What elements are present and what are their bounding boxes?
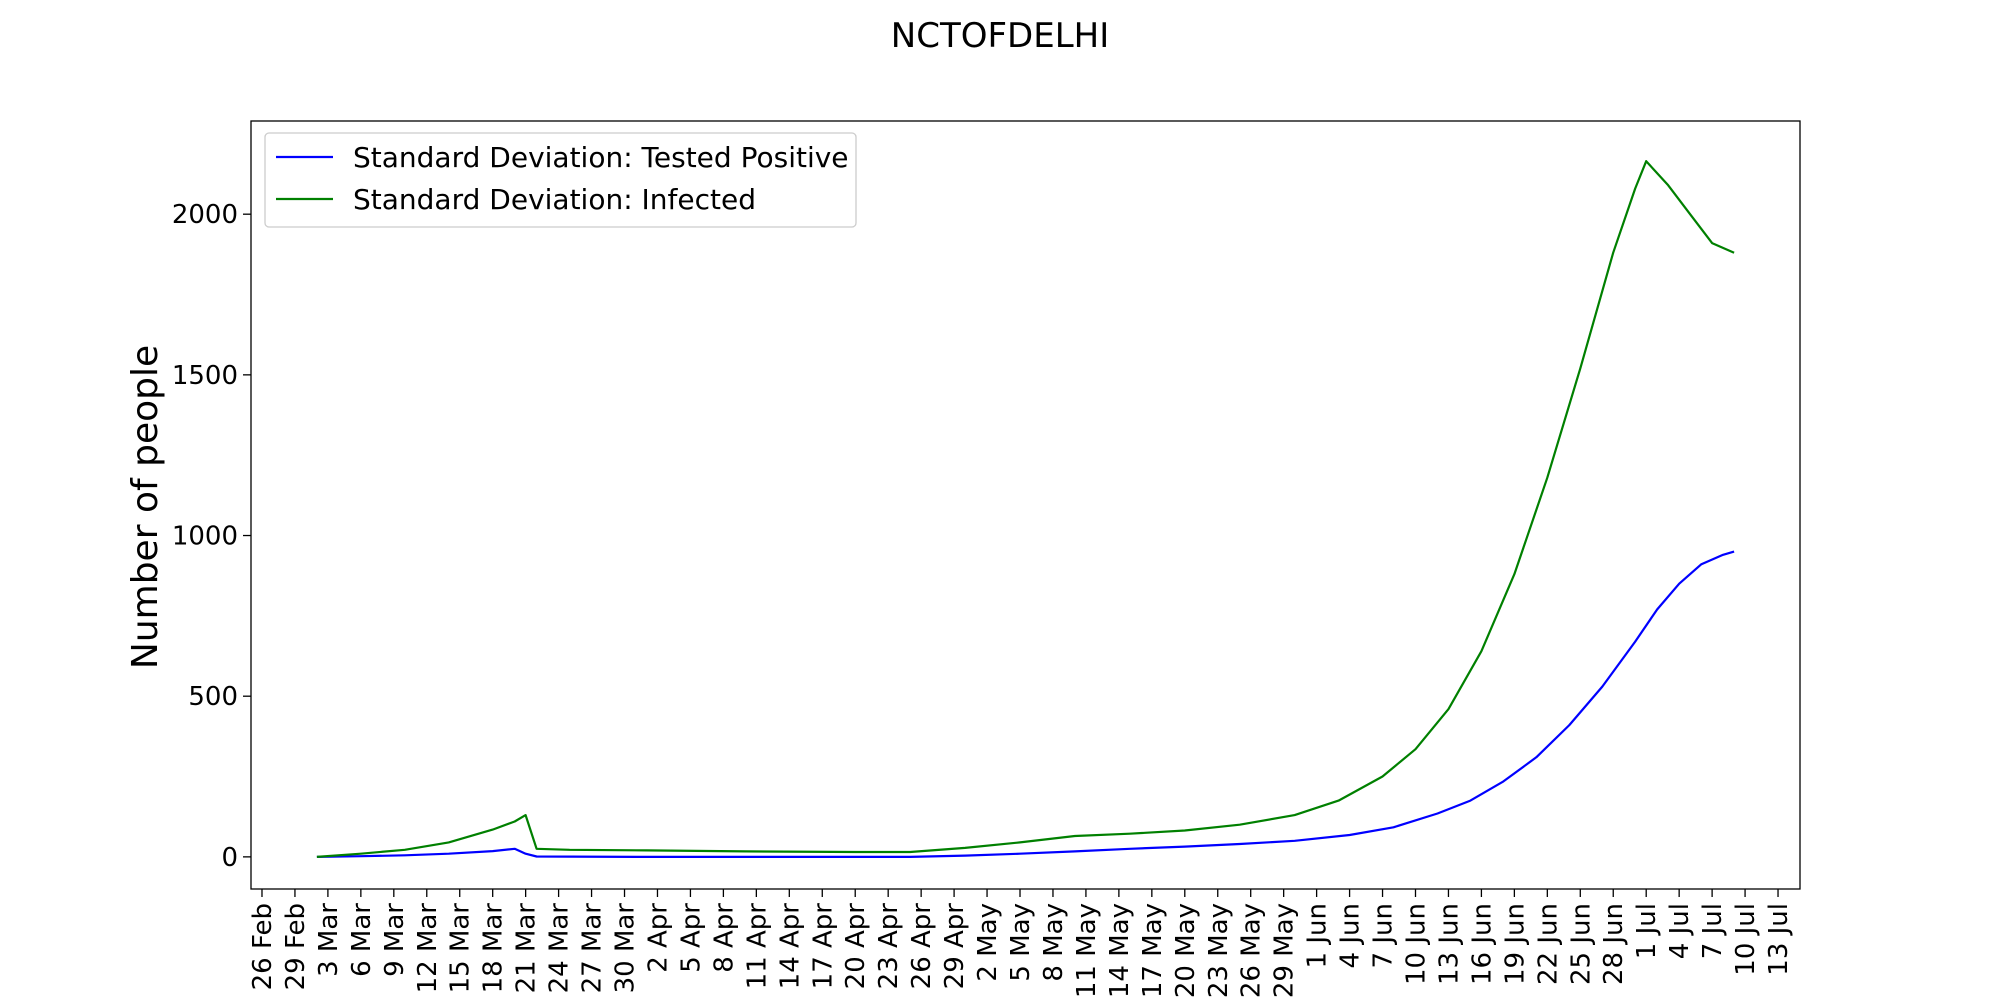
- plot-frame: [250, 120, 1801, 890]
- x-tick-label: 21 Mar: [512, 903, 542, 994]
- x-tick-label: 30 Mar: [611, 903, 641, 994]
- x-tick-label: 12 Mar: [413, 903, 443, 994]
- legend: Standard Deviation: Tested Positive Stand…: [264, 132, 857, 228]
- y-axis-label: Number of people: [125, 345, 166, 669]
- series-line-2: [316, 160, 1735, 858]
- x-axis: 26 Feb 29 Feb 3 Mar 6 Mar 9 Mar 12 Mar 15 Mar 1…: [248, 889, 1794, 998]
- x-tick-label: 4 Jul: [1665, 903, 1695, 959]
- x-tick-label: 25 Jun: [1566, 903, 1596, 985]
- y-tick-label: 500: [188, 682, 238, 712]
- y-tick-label: 2000: [172, 200, 238, 230]
- x-tick-label: 26 Apr: [907, 903, 937, 990]
- x-tick-label: 23 May: [1204, 903, 1234, 998]
- x-tick-label: 19 Jun: [1500, 903, 1530, 985]
- legend-label: Standard Deviation: Tested Positive: [353, 141, 849, 174]
- x-tick-label: 29 Feb: [281, 903, 311, 990]
- x-tick-label: 17 Apr: [808, 903, 838, 990]
- x-tick-label: 2 Apr: [643, 903, 673, 973]
- chart-title: NCTOFDELHI: [891, 16, 1109, 56]
- x-tick-label: 10 Jun: [1401, 903, 1431, 985]
- x-tick-label: 5 Apr: [676, 903, 706, 973]
- y-tick-label: 0: [221, 843, 238, 873]
- x-tick-label: 22 Jun: [1533, 903, 1563, 985]
- x-tick-label: 8 Apr: [709, 903, 739, 973]
- x-tick-label: 27 Mar: [578, 903, 608, 994]
- x-tick-label: 9 Mar: [380, 903, 410, 977]
- x-tick-label: 8 May: [1039, 903, 1069, 982]
- x-tick-label: 1 Jun: [1303, 903, 1333, 968]
- series-line-1: [316, 550, 1735, 858]
- legend-box: [264, 132, 857, 228]
- x-tick-label: 24 Mar: [545, 903, 575, 994]
- x-tick-label: 11 Apr: [742, 903, 772, 990]
- plot-area: [316, 160, 1735, 858]
- x-tick-label: 17 May: [1138, 903, 1168, 998]
- x-tick-label: 20 May: [1171, 903, 1201, 998]
- y-tick-label: 1500: [172, 361, 238, 391]
- x-tick-label: 26 May: [1237, 903, 1267, 998]
- x-tick-label: 20 Apr: [841, 903, 871, 990]
- x-tick-label: 29 Apr: [940, 903, 970, 990]
- x-tick-label: 2 May: [973, 903, 1003, 982]
- x-tick-label: 7 Jul: [1698, 903, 1728, 959]
- x-tick-label: 5 May: [1006, 903, 1036, 982]
- x-tick-label: 15 Mar: [446, 903, 476, 994]
- x-tick-label: 1 Jul: [1632, 903, 1662, 959]
- x-tick-label: 18 Mar: [479, 903, 509, 994]
- x-tick-label: 13 Jun: [1434, 903, 1464, 985]
- x-tick-label: 16 Jun: [1467, 903, 1497, 985]
- y-tick-label: 1000: [172, 522, 238, 552]
- x-tick-label: 10 Jul: [1731, 903, 1761, 976]
- x-tick-label: 6 Mar: [347, 903, 377, 977]
- x-tick-label: 28 Jun: [1599, 903, 1629, 985]
- y-axis: 0 500 1000 1500 2000: [172, 200, 251, 873]
- x-tick-label: 14 May: [1105, 903, 1135, 998]
- x-tick-label: 14 Apr: [775, 903, 805, 990]
- legend-label: Standard Deviation: Infected: [353, 183, 756, 216]
- x-tick-label: 29 May: [1270, 903, 1300, 998]
- x-tick-label: 7 Jun: [1369, 903, 1399, 968]
- x-tick-label: 26 Feb: [248, 903, 278, 990]
- x-tick-label: 3 Mar: [314, 903, 344, 977]
- x-tick-label: 13 Jul: [1764, 903, 1794, 976]
- x-tick-label: 11 May: [1072, 903, 1102, 998]
- x-tick-label: 4 Jun: [1336, 903, 1366, 968]
- x-tick-label: 23 Apr: [874, 903, 904, 990]
